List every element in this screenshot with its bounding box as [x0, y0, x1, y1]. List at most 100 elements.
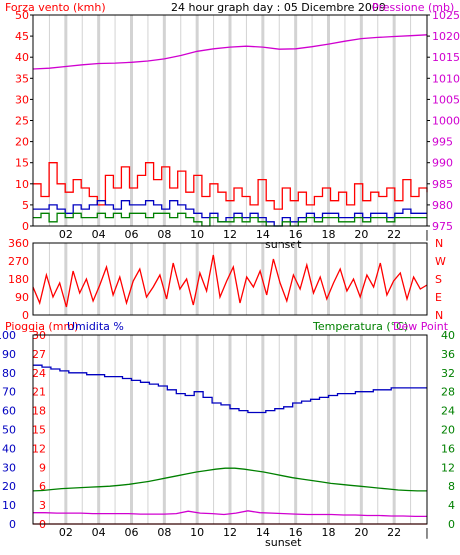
humidity-axis-tick: 70 [2, 386, 16, 399]
plot-layer: 0510152025303540455097598098599099510001… [0, 9, 460, 549]
wind-panel-hour-tick: 14 [256, 228, 270, 241]
series-red-line-1 [33, 162, 428, 210]
humidity-axis-tick: 80 [2, 367, 16, 380]
climate-panel-hour-tick: 20 [354, 526, 368, 539]
direction-axis-tick: 180 [8, 273, 29, 286]
pressure-axis-tick: 975 [432, 220, 453, 233]
temperature-axis-label: Temperatura (°C) [312, 320, 408, 333]
climate-series-magenta-2 [33, 510, 427, 518]
wind-axis-tick: 0 [22, 220, 29, 233]
temperature-axis-tick: 8 [448, 480, 455, 493]
rain-axis-tick: 3 [39, 499, 46, 512]
pressure-axis-tick: 1000 [432, 115, 460, 128]
rain-axis-label: Pioggia (mm) [5, 320, 78, 333]
compass-axis-tick: S [435, 273, 442, 286]
climate-series-green-1 [32, 467, 427, 492]
pressure-axis-tick: 985 [432, 178, 453, 191]
direction-axis-tick: 0 [22, 309, 29, 322]
temperature-axis-tick: 28 [441, 386, 455, 399]
wind-panel-hour-tick: 08 [157, 228, 171, 241]
wind-panel-frame [32, 14, 428, 227]
climate-panel-hour-tick: 16 [289, 526, 303, 539]
climate-panel-hour-tick: 12 [223, 526, 237, 539]
compass-axis-tick: W [435, 255, 446, 268]
series-blue-line-2 [33, 200, 427, 227]
wind-panel-hour-tick: 20 [354, 228, 368, 241]
rain-axis-tick: 27 [32, 348, 46, 361]
wind-panel-hour-tick: 04 [92, 228, 106, 241]
climate-panel-hour-tick-end: | [425, 526, 429, 539]
direction-axis-tick: 270 [8, 255, 29, 268]
temperature-axis-tick: 0 [448, 518, 455, 531]
wind-axis-tick: 45 [15, 30, 29, 43]
climate-panel-frame [32, 334, 428, 525]
wind-panel-hour-tick: 22 [387, 228, 401, 241]
wind-panel-hour-tick: 12 [223, 228, 237, 241]
pressure-axis-tick: 1015 [432, 51, 460, 64]
temperature-axis-tick: 32 [441, 367, 455, 380]
wind-axis-tick: 35 [15, 72, 29, 85]
chart-title: 24 hour graph day : 05 Dicembre 2009 [171, 1, 386, 14]
wind-panel-hour-tick-end: | [425, 228, 429, 241]
direction-axis-tick: 90 [15, 291, 29, 304]
humidity-axis-label: Umidita % [67, 320, 124, 333]
humidity-axis-tick: 100 [0, 329, 16, 342]
humidity-axis-tick: 20 [2, 480, 16, 493]
dewpoint-axis-label: Dew Point [393, 320, 449, 333]
rain-axis-tick: 18 [32, 405, 46, 418]
temperature-axis-tick: 40 [441, 329, 455, 342]
pressure-axis-tick: 990 [432, 157, 453, 170]
humidity-axis-tick: 0 [9, 518, 16, 531]
wind-axis-tick: 25 [15, 115, 29, 128]
compass-axis-tick: N [435, 309, 443, 322]
pressure-axis-tick: 1025 [432, 9, 460, 22]
pressure-axis-tick: 1020 [432, 30, 460, 43]
pressure-axis-tick: 1010 [432, 72, 460, 85]
wind-axis-tick: 15 [15, 157, 29, 170]
rain-axis-tick: 24 [32, 367, 46, 380]
temperature-axis-tick: 12 [441, 461, 455, 474]
humidity-axis-tick: 90 [2, 348, 16, 361]
climate-series-blue-0 [33, 364, 427, 414]
rain-axis-tick: 9 [39, 461, 46, 474]
climate-panel-hour-tick: 08 [157, 526, 171, 539]
temperature-axis-tick: 4 [448, 499, 455, 512]
wind-axis-label: Forza vento (kmh) [5, 1, 106, 14]
rain-axis-tick: 12 [32, 442, 46, 455]
series-magenta-line-0 [32, 34, 428, 70]
temperature-axis-tick: 16 [441, 442, 455, 455]
wind-axis-tick: 30 [15, 93, 29, 106]
series-green-line-3 [33, 212, 427, 227]
wind-axis-tick: 10 [15, 178, 29, 191]
climate-panel-hour-tick: 18 [322, 526, 336, 539]
rain-axis-tick: 6 [39, 480, 46, 493]
sunset-label-top: sunset [265, 238, 302, 251]
wind-panel-hour-tick: 06 [125, 228, 139, 241]
pressure-axis-tick: 980 [432, 199, 453, 212]
rain-axis-tick: 21 [32, 386, 46, 399]
temperature-axis-tick: 20 [441, 424, 455, 437]
climate-panel-hour-tick: 06 [125, 526, 139, 539]
climate-panel-hour-tick: 14 [256, 526, 270, 539]
wind-panel-hour-tick: 10 [190, 228, 204, 241]
climate-panel-hour-tick: 10 [190, 526, 204, 539]
pressure-axis-tick: 1005 [432, 93, 460, 106]
humidity-axis-tick: 60 [2, 405, 16, 418]
compass-axis-tick: N [435, 237, 443, 250]
sunset-label-bottom: sunset [265, 536, 302, 549]
wind-axis-tick: 50 [15, 9, 29, 22]
temperature-axis-tick: 24 [441, 405, 455, 418]
humidity-axis-tick: 30 [2, 461, 16, 474]
direction-line-0 [32, 254, 428, 308]
wind-axis-tick: 20 [15, 136, 29, 149]
wind-panel-hour-tick: 18 [322, 228, 336, 241]
wind-panel-hour-tick: 16 [289, 228, 303, 241]
climate-panel-hour-tick: 02 [59, 526, 73, 539]
direction-panel-frame [32, 242, 428, 316]
temperature-axis-tick: 36 [441, 348, 455, 361]
climate-panel-hour-tick: 04 [92, 526, 106, 539]
compass-axis-tick: E [435, 291, 442, 304]
humidity-axis-tick: 40 [2, 442, 16, 455]
rain-axis-tick: 15 [32, 424, 46, 437]
